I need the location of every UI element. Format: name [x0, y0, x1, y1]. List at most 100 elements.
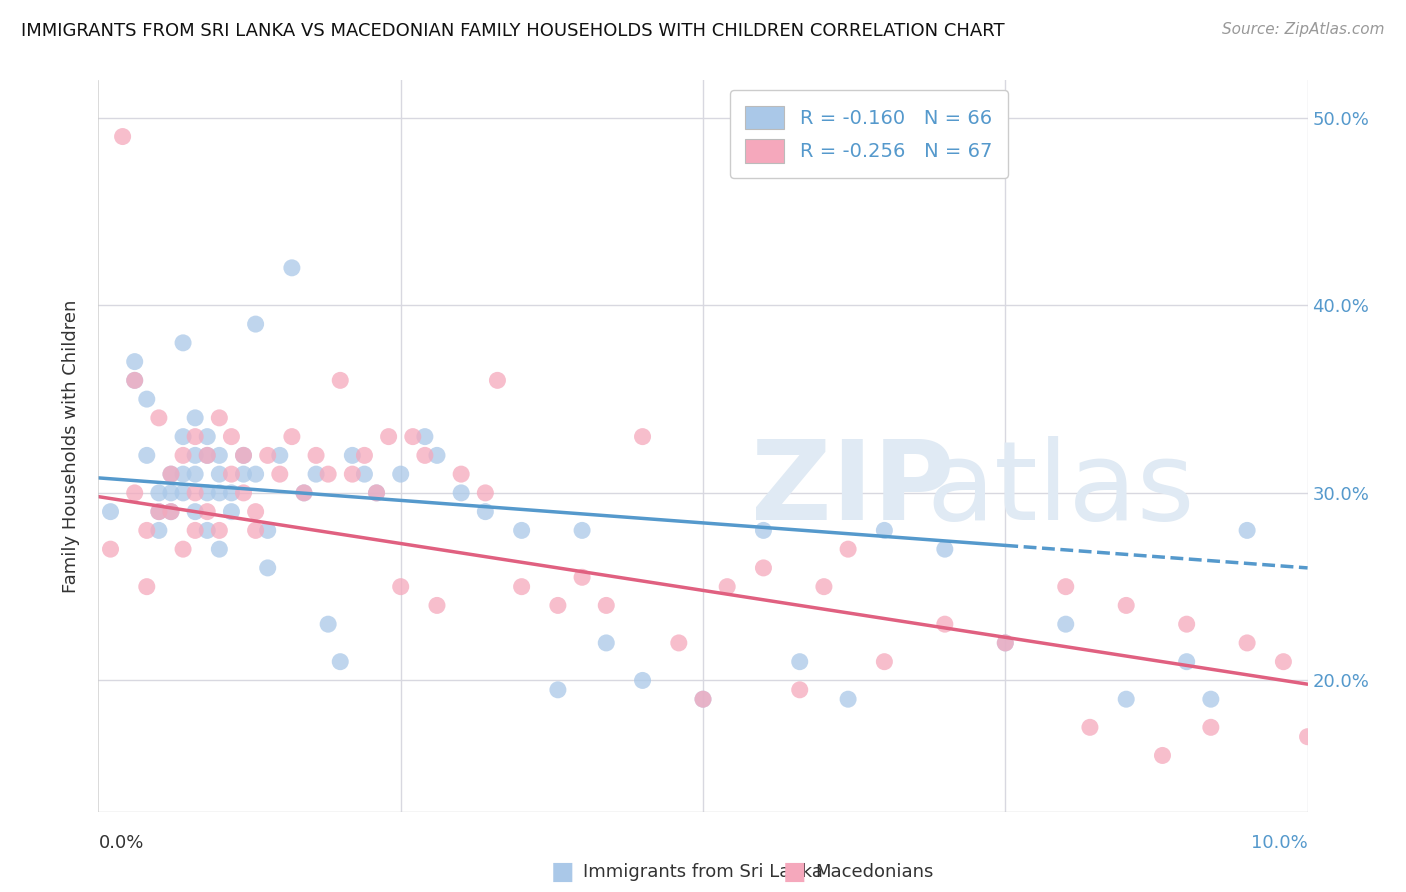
Point [692, 692, 714, 706]
Point [426, 599, 449, 613]
Point [184, 524, 207, 538]
Point [450, 486, 472, 500]
Point [221, 467, 243, 482]
Point [100, 505, 122, 519]
Point [148, 410, 170, 425]
Point [160, 467, 183, 482]
Point [595, 636, 617, 650]
Point [184, 505, 207, 519]
Point [426, 449, 449, 463]
Text: 10.0%: 10.0% [1251, 834, 1308, 852]
Point [148, 505, 170, 519]
Point [329, 373, 352, 387]
Point [148, 505, 170, 519]
Point [837, 692, 859, 706]
Point [305, 449, 328, 463]
Point [547, 682, 569, 697]
Point [148, 486, 170, 500]
Point [195, 449, 218, 463]
Point [111, 129, 134, 144]
Point [716, 580, 738, 594]
Point [752, 524, 775, 538]
Point [124, 486, 146, 500]
Point [1175, 655, 1198, 669]
Point [510, 524, 533, 538]
Text: Macedonians: Macedonians [815, 863, 934, 881]
Point [474, 505, 496, 519]
Point [232, 486, 254, 500]
Point [232, 467, 254, 482]
Point [195, 505, 218, 519]
Point [160, 486, 183, 500]
Text: Immigrants from Sri Lanka: Immigrants from Sri Lanka [583, 863, 824, 881]
Point [245, 524, 267, 538]
Text: ■: ■ [783, 861, 806, 884]
Text: ■: ■ [551, 861, 574, 884]
Point [256, 561, 278, 575]
Point [245, 467, 267, 482]
Point [1054, 617, 1077, 632]
Point [184, 410, 207, 425]
Point [1152, 748, 1174, 763]
Text: IMMIGRANTS FROM SRI LANKA VS MACEDONIAN FAMILY HOUSEHOLDS WITH CHILDREN CORRELAT: IMMIGRANTS FROM SRI LANKA VS MACEDONIAN … [21, 22, 1005, 40]
Point [221, 505, 243, 519]
Point [789, 655, 811, 669]
Point [100, 542, 122, 557]
Point [256, 449, 278, 463]
Point [1078, 720, 1101, 734]
Point [342, 449, 364, 463]
Point [934, 617, 956, 632]
Point [172, 542, 194, 557]
Text: atlas: atlas [927, 436, 1195, 543]
Point [124, 354, 146, 368]
Point [486, 373, 509, 387]
Point [245, 317, 267, 331]
Point [1115, 692, 1137, 706]
Point [172, 429, 194, 443]
Point [752, 561, 775, 575]
Point [873, 655, 896, 669]
Point [631, 673, 654, 688]
Point [353, 449, 375, 463]
Point [195, 524, 218, 538]
Point [692, 692, 714, 706]
Point [172, 486, 194, 500]
Point [305, 467, 328, 482]
Point [208, 449, 231, 463]
Point [631, 429, 654, 443]
Point [148, 524, 170, 538]
Point [413, 449, 436, 463]
Point [256, 524, 278, 538]
Point [366, 486, 388, 500]
Point [292, 486, 315, 500]
Text: 0.0%: 0.0% [98, 834, 143, 852]
Point [1175, 617, 1198, 632]
Point [160, 505, 183, 519]
Point [1296, 730, 1319, 744]
Point [160, 505, 183, 519]
Point [668, 636, 690, 650]
Point [994, 636, 1017, 650]
Point [595, 599, 617, 613]
Point [135, 524, 157, 538]
Point [124, 373, 146, 387]
Point [450, 467, 472, 482]
Point [281, 260, 304, 275]
Point [571, 524, 593, 538]
Point [208, 410, 231, 425]
Point [571, 570, 593, 584]
Point [366, 486, 388, 500]
Point [789, 682, 811, 697]
Point [195, 486, 218, 500]
Point [221, 429, 243, 443]
Point [1199, 720, 1222, 734]
Point [994, 636, 1017, 650]
Point [329, 655, 352, 669]
Point [208, 467, 231, 482]
Point [873, 524, 896, 538]
Point [184, 486, 207, 500]
Y-axis label: Family Households with Children: Family Households with Children [62, 300, 80, 592]
Point [510, 580, 533, 594]
Point [184, 429, 207, 443]
Legend: R = -0.160   N = 66, R = -0.256   N = 67: R = -0.160 N = 66, R = -0.256 N = 67 [730, 90, 1008, 178]
